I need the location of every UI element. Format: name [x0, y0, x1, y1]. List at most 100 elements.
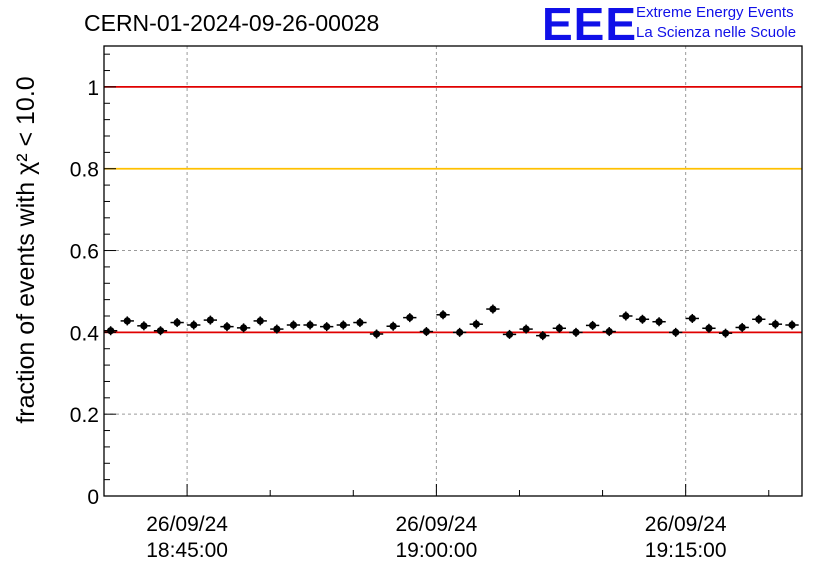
- logo-caption-line1: Extreme Energy Events: [636, 4, 794, 21]
- point-marker: [738, 323, 746, 332]
- point-marker: [206, 316, 214, 324]
- point-marker: [672, 328, 680, 336]
- data-point: [303, 320, 317, 330]
- y-axis-label: fraction of events with χ² < 10.0: [12, 76, 40, 423]
- data-point: [718, 328, 733, 338]
- y-tick-label: 0.6: [70, 241, 99, 264]
- point-marker: [705, 324, 713, 332]
- point-marker: [107, 327, 115, 335]
- point-marker: [655, 318, 663, 326]
- point-marker: [555, 324, 563, 332]
- data-point: [685, 313, 699, 323]
- data-point: [270, 324, 284, 334]
- point-marker: [505, 330, 514, 339]
- point-marker: [173, 318, 181, 327]
- logo-caption-line2: La Scienza nelle Scuole: [636, 24, 797, 41]
- data-point: [785, 320, 799, 330]
- x-tick-label-time: 19:15:00: [645, 539, 727, 562]
- point-marker: [771, 320, 780, 328]
- data-point: [236, 323, 251, 333]
- plot-frame: [103, 45, 803, 497]
- point-marker: [721, 329, 730, 337]
- data-point: [353, 318, 367, 328]
- point-marker: [605, 327, 613, 336]
- point-marker: [572, 328, 580, 336]
- data-point: [569, 327, 583, 337]
- data-point: [120, 316, 134, 326]
- point-marker: [289, 321, 298, 329]
- eee-logo: EEE: [542, 0, 638, 50]
- point-marker: [389, 322, 397, 330]
- point-marker: [356, 318, 364, 327]
- data-point: [203, 315, 218, 325]
- data-point: [104, 326, 118, 336]
- data-point: [336, 320, 350, 330]
- data-point: [702, 323, 716, 333]
- point-marker: [273, 325, 281, 333]
- data-point: [286, 320, 301, 330]
- point-marker: [422, 327, 431, 336]
- data-point: [752, 314, 766, 324]
- data-point: [436, 310, 450, 320]
- point-marker: [372, 330, 381, 338]
- point-marker: [123, 317, 131, 325]
- point-marker: [522, 325, 530, 333]
- data-point: [220, 322, 234, 332]
- data-point: [137, 321, 151, 331]
- reference-lines: [104, 86, 802, 334]
- data-point: [552, 323, 567, 333]
- x-tick-label-date: 26/09/24: [146, 513, 228, 536]
- point-marker: [638, 315, 647, 323]
- x-tick-label-date: 26/09/24: [396, 513, 478, 536]
- data-point: [369, 329, 384, 339]
- point-marker: [240, 324, 248, 332]
- data-point: [469, 319, 483, 329]
- data-point: [502, 329, 517, 339]
- point-marker: [688, 314, 696, 323]
- point-marker: [406, 314, 414, 322]
- point-marker: [306, 321, 314, 329]
- x-axis: 26/09/24 18:45:00 26/09/24 19:00:00 26/09/24…: [103, 484, 770, 562]
- point-marker: [589, 321, 597, 330]
- y-tick-label: 0: [87, 486, 99, 509]
- data-points: [104, 304, 799, 341]
- y-tick-label: 0.8: [70, 159, 99, 182]
- data-point: [619, 311, 633, 321]
- point-marker: [323, 323, 331, 331]
- point-marker: [140, 322, 148, 330]
- point-marker: [539, 332, 547, 340]
- data-point: [253, 316, 267, 326]
- point-marker: [456, 328, 464, 336]
- y-tick-label: 0.4: [70, 322, 100, 345]
- x-tick-label-time: 18:45:00: [146, 539, 228, 562]
- point-marker: [439, 311, 447, 319]
- data-point: [519, 324, 533, 334]
- data-point: [735, 322, 749, 332]
- point-marker: [755, 315, 763, 323]
- point-marker: [489, 305, 497, 313]
- point-marker: [223, 323, 231, 331]
- data-point: [419, 327, 434, 337]
- x-tick-label-time: 19:00:00: [396, 539, 478, 562]
- data-point: [386, 321, 400, 331]
- y-tick-label: 1: [87, 77, 99, 100]
- x-tick-label-date: 26/09/24: [645, 513, 727, 536]
- data-point: [403, 313, 417, 323]
- point-marker: [256, 317, 264, 325]
- data-point: [669, 327, 683, 337]
- point-marker: [156, 327, 165, 335]
- point-marker: [788, 321, 796, 329]
- data-point: [187, 320, 201, 330]
- data-point: [153, 326, 168, 336]
- data-point: [170, 318, 184, 328]
- point-marker: [472, 320, 480, 328]
- data-point: [602, 327, 616, 337]
- y-tick-label: 0.2: [70, 404, 99, 427]
- data-point: [635, 314, 650, 324]
- y-axis: 0 0.2 0.4 0.6 0.8 1: [70, 53, 116, 509]
- data-point: [486, 304, 500, 314]
- data-point: [652, 317, 666, 327]
- chart-title: CERN-01-2024-09-26-00028: [84, 10, 380, 36]
- point-marker: [190, 321, 198, 329]
